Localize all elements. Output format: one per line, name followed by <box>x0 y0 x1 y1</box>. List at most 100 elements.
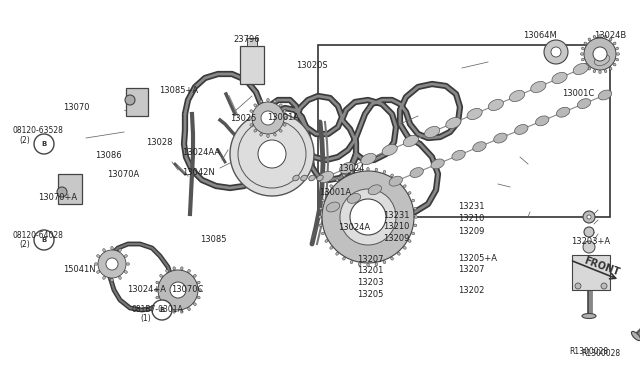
Ellipse shape <box>321 232 324 235</box>
Text: 13209: 13209 <box>458 227 484 236</box>
Text: (2): (2) <box>19 240 30 249</box>
Text: 13001A: 13001A <box>268 113 300 122</box>
Circle shape <box>583 211 595 223</box>
Ellipse shape <box>397 179 400 182</box>
Text: 13207: 13207 <box>357 255 383 264</box>
Ellipse shape <box>408 192 411 194</box>
Text: 13070C: 13070C <box>172 285 204 294</box>
Ellipse shape <box>180 267 183 270</box>
Text: 13025: 13025 <box>230 114 257 123</box>
Ellipse shape <box>403 135 419 147</box>
Ellipse shape <box>632 331 640 341</box>
Circle shape <box>575 283 581 289</box>
Ellipse shape <box>255 185 258 188</box>
Ellipse shape <box>279 104 282 107</box>
Ellipse shape <box>307 153 310 155</box>
Ellipse shape <box>325 240 328 242</box>
Text: 13024AA: 13024AA <box>182 148 221 157</box>
Ellipse shape <box>446 118 461 129</box>
Ellipse shape <box>348 193 360 203</box>
Text: 13201: 13201 <box>357 266 383 275</box>
Ellipse shape <box>336 179 339 182</box>
Bar <box>572 255 610 290</box>
Ellipse shape <box>267 135 269 138</box>
Circle shape <box>587 215 591 219</box>
Ellipse shape <box>452 150 465 160</box>
Text: 13085+A: 13085+A <box>159 86 198 94</box>
Ellipse shape <box>515 125 528 134</box>
Circle shape <box>593 47 607 61</box>
Ellipse shape <box>367 263 369 266</box>
Ellipse shape <box>403 185 406 187</box>
Text: B: B <box>42 237 47 243</box>
Text: R1300028: R1300028 <box>569 347 608 356</box>
Ellipse shape <box>414 224 417 227</box>
Text: 13086: 13086 <box>95 151 122 160</box>
Ellipse shape <box>317 175 323 181</box>
Ellipse shape <box>260 100 262 103</box>
Ellipse shape <box>536 116 549 126</box>
Ellipse shape <box>599 35 601 38</box>
Ellipse shape <box>609 38 612 41</box>
Ellipse shape <box>414 208 417 210</box>
Ellipse shape <box>358 263 361 266</box>
Ellipse shape <box>188 269 190 272</box>
Circle shape <box>551 47 561 57</box>
Ellipse shape <box>367 167 369 170</box>
Ellipse shape <box>197 281 200 284</box>
Ellipse shape <box>375 168 378 171</box>
Ellipse shape <box>285 117 287 119</box>
Ellipse shape <box>193 303 196 305</box>
Circle shape <box>583 241 595 253</box>
Ellipse shape <box>160 275 163 277</box>
Ellipse shape <box>581 58 584 61</box>
Ellipse shape <box>271 189 273 192</box>
Ellipse shape <box>336 252 339 255</box>
Ellipse shape <box>321 199 324 202</box>
Ellipse shape <box>238 168 241 171</box>
Text: 13210: 13210 <box>458 214 484 223</box>
Ellipse shape <box>431 159 444 169</box>
Ellipse shape <box>326 202 340 212</box>
Text: 13001A: 13001A <box>319 188 351 197</box>
Circle shape <box>57 187 67 197</box>
Circle shape <box>238 120 306 188</box>
Text: R1300028: R1300028 <box>582 349 621 358</box>
Ellipse shape <box>166 308 168 311</box>
Circle shape <box>544 40 568 64</box>
Circle shape <box>584 227 594 237</box>
Ellipse shape <box>613 63 616 66</box>
Ellipse shape <box>397 252 400 255</box>
Ellipse shape <box>124 271 127 273</box>
Ellipse shape <box>319 208 322 210</box>
Text: 13024+A: 13024+A <box>127 285 166 294</box>
Text: 13205+A: 13205+A <box>458 254 497 263</box>
Circle shape <box>34 230 54 250</box>
Text: B: B <box>159 307 164 313</box>
Ellipse shape <box>350 170 353 173</box>
Ellipse shape <box>303 168 306 171</box>
Text: 13203: 13203 <box>357 278 383 287</box>
Ellipse shape <box>197 296 200 299</box>
Ellipse shape <box>581 47 584 50</box>
Ellipse shape <box>306 161 308 163</box>
Ellipse shape <box>383 170 386 173</box>
Ellipse shape <box>595 54 610 65</box>
Bar <box>240 46 264 84</box>
Ellipse shape <box>263 187 265 190</box>
Ellipse shape <box>243 130 245 133</box>
Ellipse shape <box>604 35 607 38</box>
Ellipse shape <box>118 276 122 279</box>
Ellipse shape <box>580 53 584 55</box>
Ellipse shape <box>531 81 546 93</box>
Text: 13202: 13202 <box>458 286 484 295</box>
Ellipse shape <box>598 90 612 100</box>
Ellipse shape <box>248 117 252 119</box>
Ellipse shape <box>279 129 282 132</box>
Ellipse shape <box>286 185 289 188</box>
Ellipse shape <box>102 249 106 251</box>
Text: 13210: 13210 <box>383 222 409 231</box>
Text: 13205: 13205 <box>357 290 383 299</box>
Ellipse shape <box>616 58 619 61</box>
Text: 08120-63528: 08120-63528 <box>13 126 63 135</box>
